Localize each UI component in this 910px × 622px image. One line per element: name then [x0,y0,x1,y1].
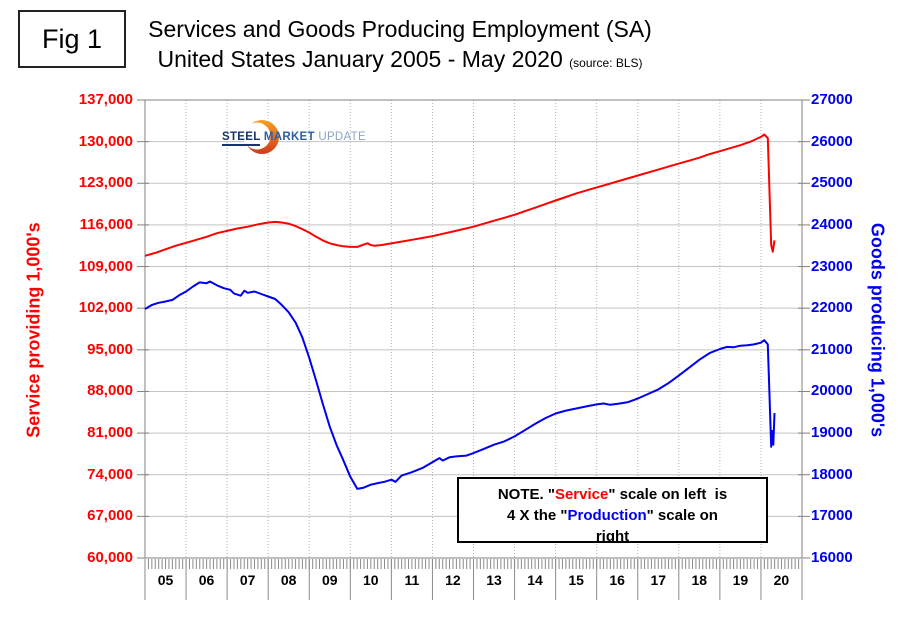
note-line3-clipped: right [595,528,630,543]
year-label: 12 [445,572,461,588]
note-service-word: Service [554,486,609,503]
left-axis-title: Service providing 1,000's [23,222,44,438]
chart-title-line2: United States January 2005 - May 2020 (s… [157,46,643,72]
right-tick-label: 26000 [811,132,853,150]
right-axis-title: Goods producing 1,000's [867,222,888,438]
right-tick-label: 18000 [811,465,853,483]
year-label: 10 [363,572,379,588]
left-tick-label: 109,000 [78,257,133,275]
year-label: 09 [321,572,338,588]
note-box: NOTE. "Service" scale on left is 4 X the… [457,477,768,543]
figure-label: Fig 1 [41,23,103,54]
left-tick-label: 60,000 [87,549,133,566]
year-label: 06 [198,572,215,588]
chart-titles: Services and Goods Producing Employment … [100,14,700,78]
note-line2: 4 X the "Production" scale on [507,507,718,524]
orange-crescent-icon [243,120,279,154]
year-label: 19 [732,572,749,588]
year-label: 16 [609,572,625,588]
year-label: 07 [239,572,256,588]
goods-producing-line [144,280,776,490]
note-line1: NOTE. "Service" scale on left is [497,486,728,503]
right-tick-label: 16000 [811,549,853,566]
year-label: 14 [527,572,543,588]
right-tick-label: 27000 [811,91,853,108]
smu-logo-text: STEEL MARKET UPDATE [222,131,366,146]
right-tick-label: 23000 [811,257,853,275]
smu-logo-word-steel: STEEL [222,131,261,146]
smu-logo-word-update: UPDATE [318,131,366,143]
left-tick-label: 88,000 [87,382,133,400]
year-label: 18 [691,572,708,588]
year-label: 17 [650,572,667,588]
left-tick-label: 67,000 [87,507,133,525]
year-label: 08 [280,572,297,588]
right-tick-label: 20000 [811,382,853,400]
chart-title-line1: Services and Goods Producing Employment … [148,16,652,42]
year-label: 20 [773,572,790,588]
right-tick-label: 22000 [811,299,853,317]
right-tick-label: 24000 [811,215,853,233]
left-tick-label: 95,000 [87,340,133,358]
left-tick-label: 81,000 [87,424,133,442]
left-tick-label: 123,000 [78,174,133,192]
left-tick-label: 137,000 [78,91,133,108]
figure-label-box: Fig 1 [18,10,126,68]
right-tick-label: 21000 [811,340,853,358]
smu-logo-word-market: MARKET [263,131,315,143]
year-label: 13 [486,572,502,588]
year-label: 15 [568,572,584,588]
left-tick-label: 130,000 [78,132,133,150]
right-tick-label: 19000 [811,424,853,442]
year-label: 11 [404,572,420,588]
left-tick-label: 102,000 [78,299,133,317]
source-note: (source: BLS) [569,56,643,70]
note-production-word: Production [567,507,647,524]
left-tick-label: 74,000 [87,465,133,483]
left-tick-label: 116,000 [79,215,133,233]
year-label: 05 [157,572,174,588]
service-providing-line [144,133,776,257]
right-tick-label: 25000 [811,174,853,192]
right-tick-label: 17000 [811,507,853,525]
smu-logo: STEEL MARKET UPDATE [222,113,366,159]
